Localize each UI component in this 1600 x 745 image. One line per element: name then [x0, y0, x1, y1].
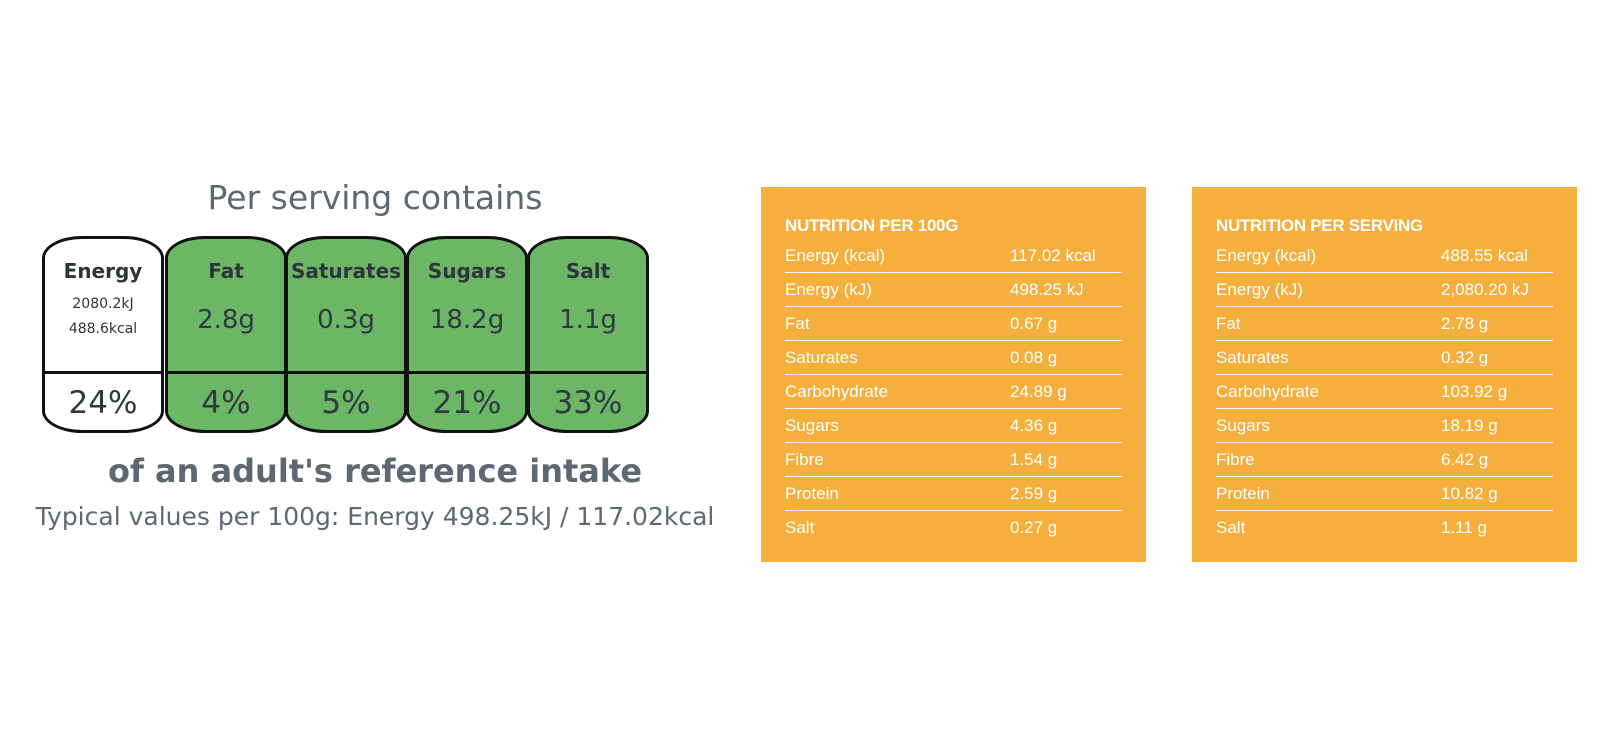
- nutrition-row: Sugars 18.19 g: [1216, 409, 1553, 443]
- nutrition-row: Salt 0.27 g: [785, 511, 1122, 544]
- row-name: Energy (kJ): [1216, 279, 1303, 299]
- nutrition-row: Fibre 1.54 g: [785, 443, 1122, 477]
- panel-title: NUTRITION PER SERVING: [1216, 216, 1423, 235]
- row-name: Salt: [785, 517, 815, 537]
- row-value: 2.59 g: [1010, 483, 1058, 503]
- row-name: Saturates: [785, 347, 858, 367]
- row-name: Fat: [1216, 313, 1241, 333]
- nutrition-row: Protein 2.59 g: [785, 477, 1122, 511]
- tile-salt: Salt 1.1g 33%: [527, 236, 649, 433]
- row-value: 103.92 g: [1441, 381, 1508, 401]
- tile-name: Fat: [208, 259, 244, 283]
- row-name: Protein: [1216, 483, 1270, 503]
- row-name: Saturates: [1216, 347, 1289, 367]
- tile-sugars: Sugars 18.2g 21%: [406, 236, 528, 433]
- nutrition-row: Carbohydrate 103.92 g: [1216, 375, 1553, 409]
- nutrition-row: Sugars 4.36 g: [785, 409, 1122, 443]
- tile-divider: [409, 371, 525, 374]
- row-value: 488.55 kcal: [1441, 245, 1528, 265]
- tile-name: Salt: [565, 259, 611, 283]
- nutrition-per-serving-panel: NUTRITION PER SERVING Energy (kcal) 488.5…: [1192, 187, 1577, 562]
- row-value: 4.36 g: [1010, 415, 1058, 435]
- nutrition-row: Fat 0.67 g: [785, 307, 1122, 341]
- row-name: Fat: [785, 313, 810, 333]
- row-value: 2.78 g: [1441, 313, 1489, 333]
- row-value: 2,080.20 kJ: [1441, 279, 1529, 299]
- row-value: 6.42 g: [1441, 449, 1489, 469]
- nutrition-row: Energy (kJ) 498.25 kJ: [785, 273, 1122, 307]
- tile-name: Sugars: [427, 259, 507, 283]
- tile-saturates: Saturates 0.3g 5%: [285, 236, 407, 433]
- tile-energy-kj: 2080.2kJ: [72, 296, 134, 312]
- nutrition-row: Salt 1.11 g: [1216, 511, 1553, 544]
- nutrition-row: Energy (kcal) 488.55 kcal: [1216, 239, 1553, 273]
- tile-percent: 33%: [553, 385, 623, 421]
- row-name: Carbohydrate: [785, 381, 889, 401]
- typical-values-text: Typical values per 100g: Energy 498.25kJ…: [35, 502, 715, 531]
- nutrition-row: Energy (kJ) 2,080.20 kJ: [1216, 273, 1553, 307]
- tile-divider: [288, 371, 404, 374]
- reference-intake-text: of an adult's reference intake: [107, 452, 643, 490]
- tile-divider: [168, 371, 284, 374]
- tile-amount: 2.8g: [197, 305, 255, 335]
- tile-amount: 0.3g: [317, 305, 375, 335]
- nutrition-per-100g-panel: NUTRITION PER 100G Energy (kcal) 117.02 k…: [761, 187, 1146, 562]
- row-value: 24.89 g: [1010, 381, 1067, 401]
- nutrition-row: Saturates 0.32 g: [1216, 341, 1553, 375]
- row-name: Fibre: [785, 449, 824, 469]
- tile-percent: 24%: [68, 385, 138, 421]
- panel-title: NUTRITION PER 100G: [785, 216, 959, 235]
- row-value: 10.82 g: [1441, 483, 1498, 503]
- row-value: 18.19 g: [1441, 415, 1498, 435]
- nutrition-row: Fat 2.78 g: [1216, 307, 1553, 341]
- row-value: 117.02 kcal: [1010, 245, 1096, 265]
- row-value: 0.32 g: [1441, 347, 1489, 367]
- tile-divider: [45, 371, 161, 374]
- tile-divider: [530, 371, 646, 374]
- row-name: Energy (kcal): [785, 245, 886, 265]
- row-name: Sugars: [1216, 415, 1270, 435]
- row-name: Sugars: [785, 415, 839, 435]
- tile-percent: 21%: [432, 385, 502, 421]
- row-value: 1.54 g: [1010, 449, 1058, 469]
- tile-fat: Fat 2.8g 4%: [165, 236, 287, 433]
- row-name: Protein: [785, 483, 839, 503]
- tile-amount: 1.1g: [559, 305, 617, 335]
- row-name: Carbohydrate: [1216, 381, 1320, 401]
- tile-name: Energy: [63, 259, 143, 283]
- label-heading: Per serving contains: [207, 178, 543, 217]
- nutrition-row: Fibre 6.42 g: [1216, 443, 1553, 477]
- tile-percent: 5%: [321, 385, 371, 421]
- row-value: 0.27 g: [1010, 517, 1058, 537]
- row-name: Salt: [1216, 517, 1246, 537]
- row-name: Fibre: [1216, 449, 1255, 469]
- row-value: 0.67 g: [1010, 313, 1058, 333]
- row-name: Energy (kJ): [785, 279, 872, 299]
- nutrition-row: Protein 10.82 g: [1216, 477, 1553, 511]
- row-value: 1.11 g: [1441, 517, 1488, 537]
- row-value: 0.08 g: [1010, 347, 1058, 367]
- row-name: Energy (kcal): [1216, 245, 1317, 265]
- tile-amount: 18.2g: [429, 305, 505, 335]
- tile-energy-kcal: 488.6kcal: [68, 321, 138, 337]
- nutrition-row: Energy (kcal) 117.02 kcal: [785, 239, 1122, 273]
- tile-percent: 4%: [201, 385, 251, 421]
- nutrition-row: Carbohydrate 24.89 g: [785, 375, 1122, 409]
- tile-energy: Energy 2080.2kJ 488.6kcal 24%: [42, 236, 164, 433]
- nutrition-row: Saturates 0.08 g: [785, 341, 1122, 375]
- row-value: 498.25 kJ: [1010, 279, 1084, 299]
- tile-name: Saturates: [290, 259, 402, 283]
